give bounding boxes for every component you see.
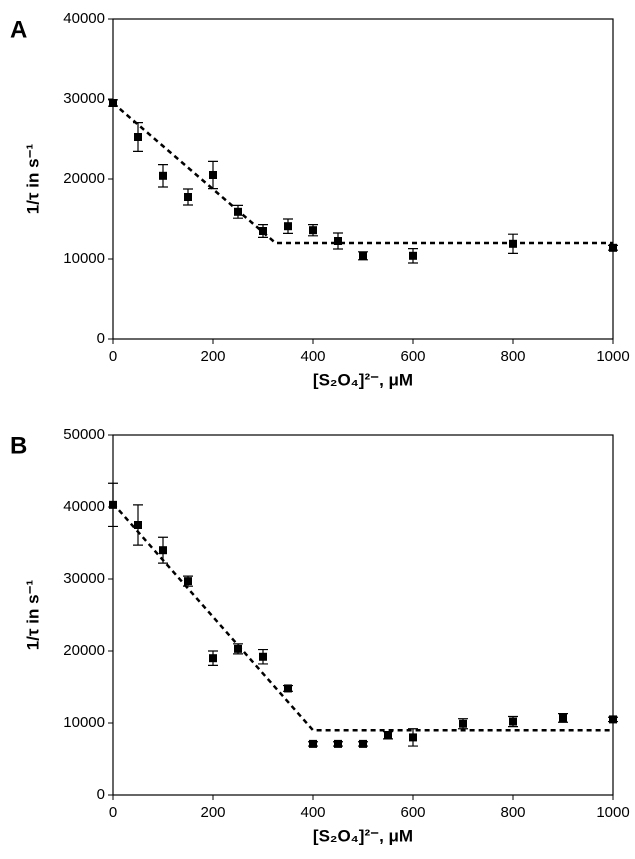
x-axis-label: [S₂O₄]²⁻, μM <box>313 370 413 389</box>
x-tick-label: 0 <box>109 804 117 821</box>
x-tick-label: 600 <box>400 348 425 365</box>
data-point <box>209 171 217 179</box>
data-point <box>559 714 567 722</box>
y-tick-label: 30000 <box>63 570 105 587</box>
data-point <box>459 720 467 728</box>
data-point <box>359 740 367 748</box>
y-tick-label: 50000 <box>63 426 105 443</box>
panel-label: A <box>10 16 27 43</box>
x-tick-label: 600 <box>400 804 425 821</box>
y-tick-label: 20000 <box>63 642 105 659</box>
y-axis-label: 1/τ in s⁻¹ <box>23 579 42 650</box>
y-tick-label: 10000 <box>63 714 105 731</box>
x-tick-label: 200 <box>200 348 225 365</box>
data-point <box>609 715 617 723</box>
y-tick-label: 0 <box>97 330 105 347</box>
fit-line <box>113 503 613 730</box>
data-point <box>159 172 167 180</box>
y-tick-label: 20000 <box>63 170 105 187</box>
panel-label: B <box>10 432 27 459</box>
data-point <box>309 226 317 234</box>
y-tick-label: 10000 <box>63 250 105 267</box>
y-axis-label: 1/τ in s⁻¹ <box>23 143 42 214</box>
x-tick-label: 200 <box>200 804 225 821</box>
data-point <box>209 654 217 662</box>
data-point <box>334 740 342 748</box>
data-point <box>159 546 167 554</box>
y-tick-label: 0 <box>97 786 105 803</box>
data-point <box>509 718 517 726</box>
x-tick-label: 400 <box>300 804 325 821</box>
data-point <box>284 684 292 692</box>
y-tick-label: 40000 <box>63 10 105 27</box>
x-tick-label: 1000 <box>596 804 629 821</box>
data-point <box>409 252 417 260</box>
x-axis-label: [S₂O₄]²⁻, μM <box>313 826 413 845</box>
y-tick-label: 40000 <box>63 498 105 515</box>
data-point <box>359 252 367 260</box>
data-point <box>309 740 317 748</box>
x-tick-label: 0 <box>109 348 117 365</box>
data-point <box>134 521 142 529</box>
data-point <box>284 222 292 230</box>
y-tick-label: 30000 <box>63 90 105 107</box>
data-point <box>134 133 142 141</box>
x-tick-label: 1000 <box>596 348 629 365</box>
fit-line <box>113 103 613 243</box>
x-tick-label: 800 <box>500 348 525 365</box>
x-tick-label: 400 <box>300 348 325 365</box>
plot-frame <box>113 19 613 339</box>
data-point <box>184 193 192 201</box>
data-point <box>384 731 392 739</box>
data-point <box>259 653 267 661</box>
data-point <box>409 733 417 741</box>
data-point <box>609 244 617 252</box>
x-tick-label: 800 <box>500 804 525 821</box>
